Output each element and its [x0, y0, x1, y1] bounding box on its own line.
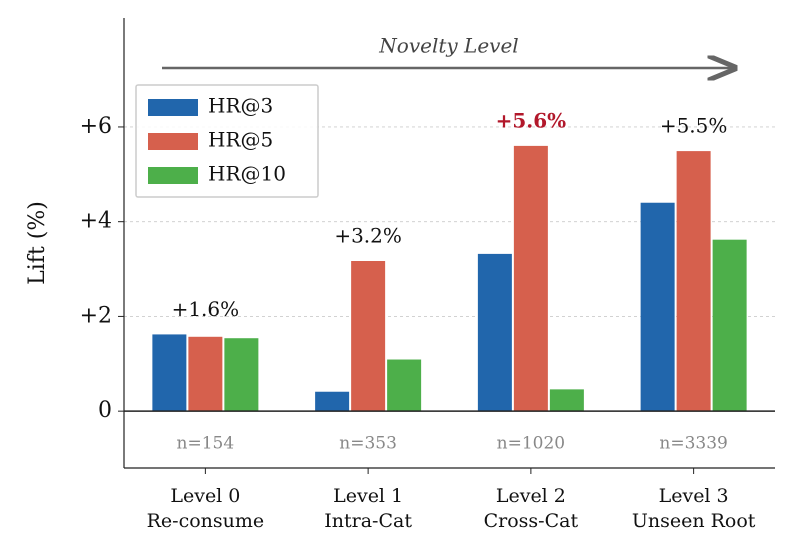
bar [513, 145, 548, 412]
sample-label: n=3339 [659, 434, 727, 454]
y-tick-label: +4 [80, 209, 112, 234]
bar [549, 389, 584, 412]
legend: HR@3 HR@5 HR@10 [135, 84, 319, 198]
x-tick-label: Re-consume [147, 510, 265, 532]
sample-label: n=154 [177, 434, 235, 454]
bar [351, 261, 386, 412]
y-tick-label: +6 [80, 114, 112, 139]
y-tick-label: +2 [80, 303, 112, 328]
x-tick-label: Level 1 [333, 485, 403, 507]
legend-swatch [148, 133, 198, 150]
bar [387, 359, 422, 412]
x-tick-label: Level 2 [496, 485, 566, 507]
sample-label: n=1020 [497, 434, 565, 454]
group-annotation: +3.2% [334, 224, 402, 248]
group-annotation: +5.5% [660, 114, 728, 138]
legend-swatch [148, 99, 198, 116]
bar [315, 391, 350, 412]
sample-label: n=353 [339, 434, 397, 454]
legend-label: HR@5 [208, 128, 273, 152]
y-tick-label: 0 [98, 398, 112, 423]
x-tick-label: Cross-Cat [484, 510, 579, 532]
legend-label: HR@3 [208, 94, 273, 118]
x-tick-label: Level 3 [659, 485, 729, 507]
arrow-label: Novelty Level [378, 34, 518, 58]
legend-swatch [148, 167, 198, 184]
bar [640, 202, 675, 412]
group-annotation: +1.6% [172, 297, 240, 321]
bar [676, 151, 711, 412]
bar [224, 338, 259, 412]
legend-label: HR@10 [208, 162, 286, 186]
y-axis-label: Lift (%) [25, 201, 50, 285]
bar [188, 336, 223, 412]
x-tick-label: Intra-Cat [324, 510, 412, 532]
group-annotation: +5.6% [496, 108, 567, 132]
x-tick-label: Unseen Root [632, 510, 756, 532]
bar [152, 334, 187, 412]
x-tick-label: Level 0 [170, 485, 240, 507]
bar [712, 239, 747, 412]
bar [477, 253, 512, 412]
